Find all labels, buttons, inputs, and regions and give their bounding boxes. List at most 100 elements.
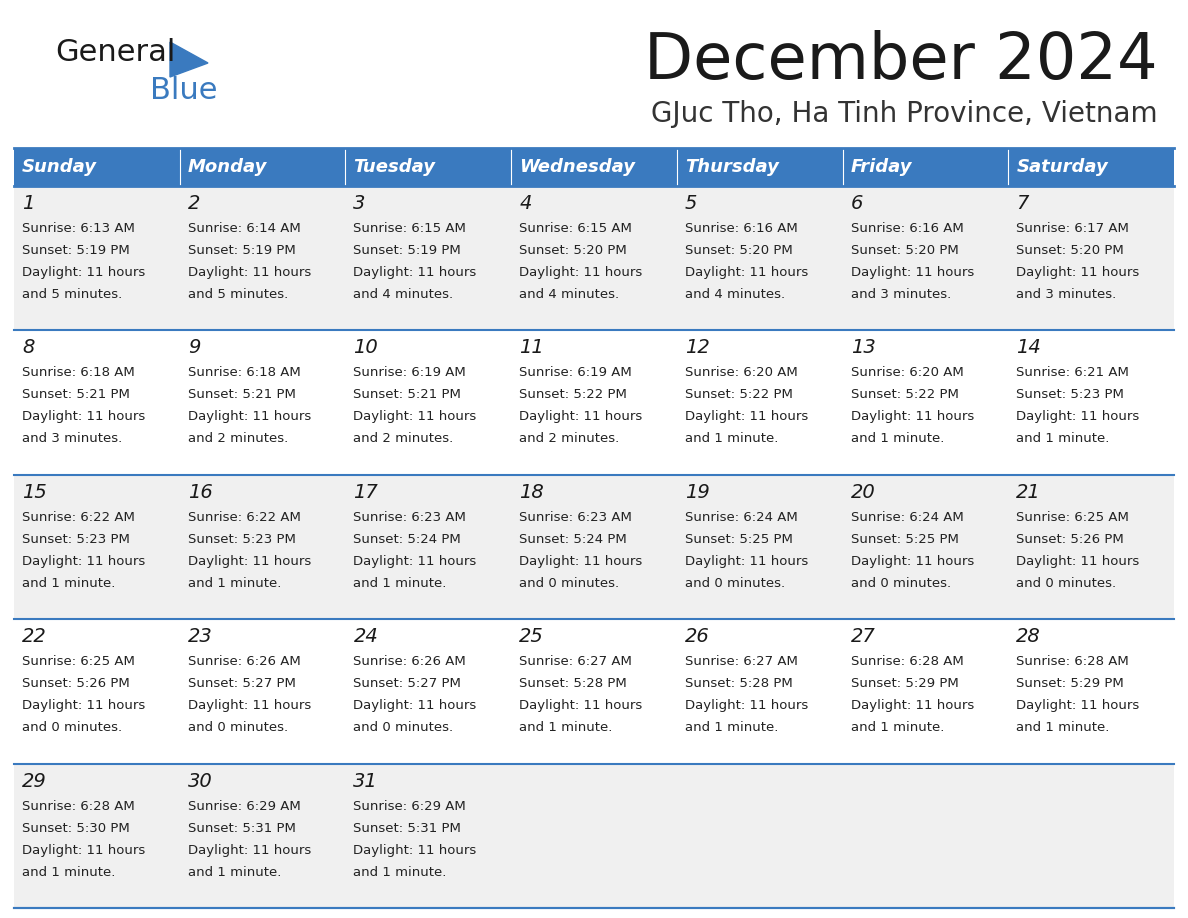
Text: and 3 minutes.: and 3 minutes. bbox=[23, 432, 122, 445]
Text: and 1 minute.: and 1 minute. bbox=[684, 722, 778, 734]
Text: Sunrise: 6:26 AM: Sunrise: 6:26 AM bbox=[353, 655, 466, 668]
Text: Sunrise: 6:21 AM: Sunrise: 6:21 AM bbox=[1016, 366, 1129, 379]
Text: 17: 17 bbox=[353, 483, 378, 502]
Text: Daylight: 11 hours: Daylight: 11 hours bbox=[188, 554, 311, 568]
Text: and 1 minute.: and 1 minute. bbox=[23, 577, 115, 589]
Text: Daylight: 11 hours: Daylight: 11 hours bbox=[851, 700, 974, 712]
Text: Daylight: 11 hours: Daylight: 11 hours bbox=[23, 700, 145, 712]
Text: 8: 8 bbox=[23, 339, 34, 357]
Text: and 1 minute.: and 1 minute. bbox=[1016, 432, 1110, 445]
Text: Sunrise: 6:25 AM: Sunrise: 6:25 AM bbox=[1016, 510, 1129, 524]
Text: and 1 minute.: and 1 minute. bbox=[1016, 722, 1110, 734]
Text: and 4 minutes.: and 4 minutes. bbox=[684, 288, 785, 301]
Bar bbox=[1009, 148, 1174, 186]
Text: Sunrise: 6:16 AM: Sunrise: 6:16 AM bbox=[851, 222, 963, 235]
Text: 3: 3 bbox=[353, 194, 366, 213]
Text: Sunset: 5:22 PM: Sunset: 5:22 PM bbox=[684, 388, 792, 401]
Text: 9: 9 bbox=[188, 339, 200, 357]
Text: Sunrise: 6:22 AM: Sunrise: 6:22 AM bbox=[188, 510, 301, 524]
Text: 6: 6 bbox=[851, 194, 862, 213]
Text: 2: 2 bbox=[188, 194, 200, 213]
Text: and 0 minutes.: and 0 minutes. bbox=[353, 722, 454, 734]
Text: 16: 16 bbox=[188, 483, 213, 502]
Text: Daylight: 11 hours: Daylight: 11 hours bbox=[519, 410, 643, 423]
Text: Daylight: 11 hours: Daylight: 11 hours bbox=[684, 266, 808, 279]
Text: Sunset: 5:20 PM: Sunset: 5:20 PM bbox=[851, 244, 959, 257]
Text: Sunset: 5:21 PM: Sunset: 5:21 PM bbox=[23, 388, 129, 401]
Text: Sunset: 5:28 PM: Sunset: 5:28 PM bbox=[684, 677, 792, 690]
Text: Sunrise: 6:29 AM: Sunrise: 6:29 AM bbox=[188, 800, 301, 812]
Text: and 2 minutes.: and 2 minutes. bbox=[519, 432, 619, 445]
Text: 18: 18 bbox=[519, 483, 544, 502]
Text: 31: 31 bbox=[353, 772, 378, 790]
Text: Daylight: 11 hours: Daylight: 11 hours bbox=[1016, 266, 1139, 279]
Text: and 1 minute.: and 1 minute. bbox=[23, 866, 115, 879]
Bar bbox=[842, 148, 1009, 186]
Text: Daylight: 11 hours: Daylight: 11 hours bbox=[519, 554, 643, 568]
Text: 26: 26 bbox=[684, 627, 709, 646]
Bar bbox=[179, 148, 346, 186]
Text: and 0 minutes.: and 0 minutes. bbox=[519, 577, 619, 589]
Text: 29: 29 bbox=[23, 772, 46, 790]
Text: and 1 minute.: and 1 minute. bbox=[353, 577, 447, 589]
Text: and 1 minute.: and 1 minute. bbox=[851, 432, 944, 445]
Text: and 0 minutes.: and 0 minutes. bbox=[684, 577, 785, 589]
Text: 14: 14 bbox=[1016, 339, 1041, 357]
Text: Sunrise: 6:22 AM: Sunrise: 6:22 AM bbox=[23, 510, 135, 524]
Text: Daylight: 11 hours: Daylight: 11 hours bbox=[684, 700, 808, 712]
Text: Daylight: 11 hours: Daylight: 11 hours bbox=[353, 554, 476, 568]
Text: and 0 minutes.: and 0 minutes. bbox=[188, 722, 287, 734]
Text: and 3 minutes.: and 3 minutes. bbox=[851, 288, 950, 301]
Text: 11: 11 bbox=[519, 339, 544, 357]
Text: Sunrise: 6:18 AM: Sunrise: 6:18 AM bbox=[23, 366, 134, 379]
Text: Sunrise: 6:24 AM: Sunrise: 6:24 AM bbox=[684, 510, 797, 524]
Text: and 5 minutes.: and 5 minutes. bbox=[188, 288, 287, 301]
Text: Sunrise: 6:13 AM: Sunrise: 6:13 AM bbox=[23, 222, 135, 235]
Text: Sunset: 5:30 PM: Sunset: 5:30 PM bbox=[23, 822, 129, 834]
Text: Sunrise: 6:28 AM: Sunrise: 6:28 AM bbox=[1016, 655, 1129, 668]
Text: 28: 28 bbox=[1016, 627, 1041, 646]
Text: 19: 19 bbox=[684, 483, 709, 502]
Text: and 1 minute.: and 1 minute. bbox=[684, 432, 778, 445]
Text: 27: 27 bbox=[851, 627, 876, 646]
Text: Daylight: 11 hours: Daylight: 11 hours bbox=[519, 266, 643, 279]
Text: Sunrise: 6:29 AM: Sunrise: 6:29 AM bbox=[353, 800, 466, 812]
Text: Sunset: 5:24 PM: Sunset: 5:24 PM bbox=[353, 532, 461, 546]
Bar bbox=[346, 148, 511, 186]
Bar bbox=[14, 620, 1174, 764]
Text: Sunset: 5:25 PM: Sunset: 5:25 PM bbox=[684, 532, 792, 546]
Text: Daylight: 11 hours: Daylight: 11 hours bbox=[851, 410, 974, 423]
Text: and 4 minutes.: and 4 minutes. bbox=[519, 288, 619, 301]
Text: 25: 25 bbox=[519, 627, 544, 646]
Text: Sunrise: 6:27 AM: Sunrise: 6:27 AM bbox=[519, 655, 632, 668]
Text: Daylight: 11 hours: Daylight: 11 hours bbox=[353, 410, 476, 423]
Text: General: General bbox=[55, 38, 176, 67]
Text: Sunset: 5:23 PM: Sunset: 5:23 PM bbox=[1016, 388, 1124, 401]
Text: Daylight: 11 hours: Daylight: 11 hours bbox=[188, 700, 311, 712]
Text: Daylight: 11 hours: Daylight: 11 hours bbox=[23, 410, 145, 423]
Text: Sunrise: 6:28 AM: Sunrise: 6:28 AM bbox=[23, 800, 134, 812]
Text: 22: 22 bbox=[23, 627, 46, 646]
Text: and 2 minutes.: and 2 minutes. bbox=[188, 432, 287, 445]
Text: Sunset: 5:19 PM: Sunset: 5:19 PM bbox=[353, 244, 461, 257]
Text: Daylight: 11 hours: Daylight: 11 hours bbox=[188, 266, 311, 279]
Text: Blue: Blue bbox=[150, 76, 217, 105]
Text: and 0 minutes.: and 0 minutes. bbox=[1016, 577, 1117, 589]
Polygon shape bbox=[170, 42, 208, 77]
Text: Sunset: 5:19 PM: Sunset: 5:19 PM bbox=[23, 244, 129, 257]
Text: GJuc Tho, Ha Tinh Province, Vietnam: GJuc Tho, Ha Tinh Province, Vietnam bbox=[651, 100, 1158, 128]
Text: Sunset: 5:20 PM: Sunset: 5:20 PM bbox=[1016, 244, 1124, 257]
Text: Sunset: 5:27 PM: Sunset: 5:27 PM bbox=[353, 677, 461, 690]
Text: Daylight: 11 hours: Daylight: 11 hours bbox=[23, 844, 145, 856]
Text: 5: 5 bbox=[684, 194, 697, 213]
Text: Daylight: 11 hours: Daylight: 11 hours bbox=[1016, 554, 1139, 568]
Text: Sunset: 5:29 PM: Sunset: 5:29 PM bbox=[851, 677, 959, 690]
Text: Sunset: 5:20 PM: Sunset: 5:20 PM bbox=[519, 244, 627, 257]
Text: Sunrise: 6:18 AM: Sunrise: 6:18 AM bbox=[188, 366, 301, 379]
Text: Sunset: 5:21 PM: Sunset: 5:21 PM bbox=[353, 388, 461, 401]
Text: Sunset: 5:29 PM: Sunset: 5:29 PM bbox=[1016, 677, 1124, 690]
Text: and 4 minutes.: and 4 minutes. bbox=[353, 288, 454, 301]
Text: and 5 minutes.: and 5 minutes. bbox=[23, 288, 122, 301]
Text: Daylight: 11 hours: Daylight: 11 hours bbox=[851, 554, 974, 568]
Text: Sunset: 5:24 PM: Sunset: 5:24 PM bbox=[519, 532, 627, 546]
